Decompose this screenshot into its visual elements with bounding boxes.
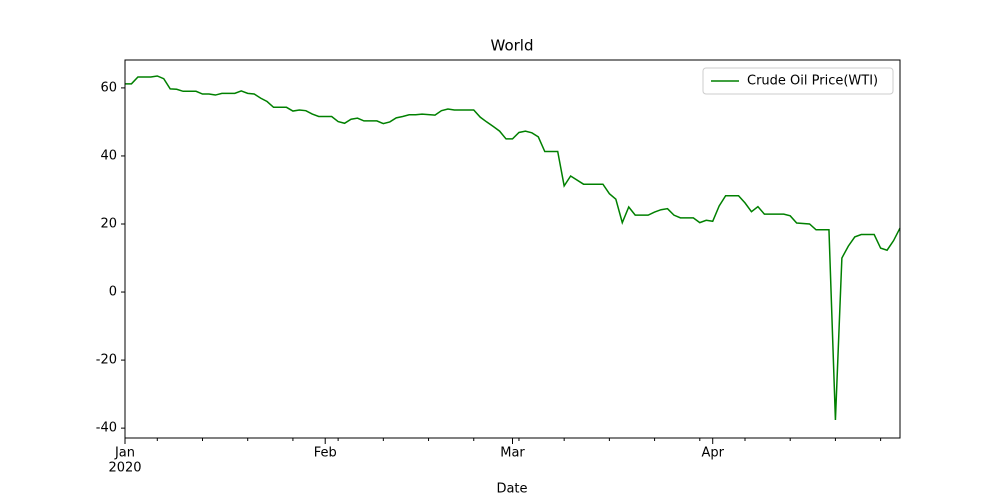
legend-label: Crude Oil Price(WTI) xyxy=(747,74,878,89)
data-line xyxy=(125,75,901,420)
x-tick-label: Apr xyxy=(701,446,724,461)
x-tick-label: Jan xyxy=(114,446,135,461)
y-tick-label: -40 xyxy=(96,421,117,436)
x-tick-year: 2020 xyxy=(108,461,141,476)
y-tick-label: 20 xyxy=(100,216,117,231)
legend-box xyxy=(702,67,894,95)
x-axis-label: Date xyxy=(496,482,527,497)
y-tick-label: 0 xyxy=(109,285,117,300)
y-tick-label: 40 xyxy=(100,148,117,163)
axes-frame xyxy=(124,59,901,439)
x-tick-label: Mar xyxy=(500,446,525,461)
x-tick-label: Feb xyxy=(314,446,337,461)
y-tick-label: 60 xyxy=(100,80,117,95)
y-tick-label: -20 xyxy=(96,353,117,368)
chart-title: World xyxy=(491,37,534,55)
